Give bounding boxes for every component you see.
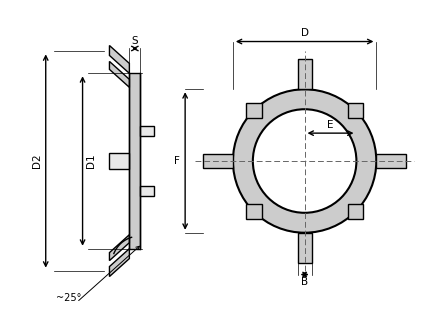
Text: F: F — [174, 156, 180, 166]
Polygon shape — [298, 233, 312, 263]
Polygon shape — [140, 186, 154, 196]
Polygon shape — [140, 126, 154, 136]
Text: E: E — [327, 120, 334, 130]
Text: D2: D2 — [32, 154, 42, 168]
Circle shape — [233, 89, 376, 233]
Text: S: S — [132, 36, 138, 45]
Text: D1: D1 — [85, 154, 95, 168]
Polygon shape — [109, 235, 129, 261]
Text: ~25°: ~25° — [56, 293, 82, 303]
Polygon shape — [109, 62, 129, 87]
Circle shape — [253, 109, 356, 213]
Polygon shape — [376, 154, 406, 168]
Text: B: B — [301, 277, 308, 288]
Polygon shape — [203, 154, 233, 168]
Polygon shape — [109, 153, 129, 169]
Polygon shape — [246, 204, 262, 219]
Polygon shape — [109, 45, 129, 73]
Polygon shape — [347, 103, 363, 118]
Polygon shape — [298, 60, 312, 89]
Polygon shape — [109, 249, 129, 277]
Polygon shape — [129, 73, 140, 249]
Polygon shape — [246, 103, 262, 118]
Polygon shape — [347, 204, 363, 219]
Text: D: D — [301, 28, 309, 38]
